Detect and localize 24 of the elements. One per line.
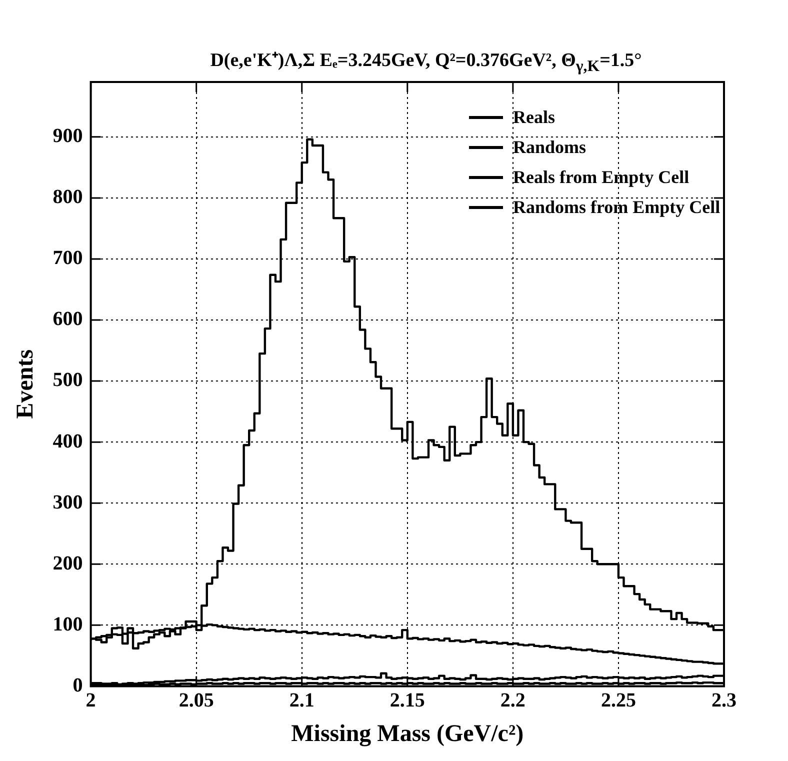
y-tick-label: 800 [52, 186, 83, 208]
x-tick-label: 2.25 [600, 689, 636, 712]
x-tick-label: 2.15 [390, 689, 425, 712]
x-axis-title: Missing Mass (GeV/c²) [291, 720, 524, 747]
y-tick-label: 500 [52, 369, 83, 392]
legend-label: Reals [513, 106, 555, 128]
chart-title: D(e,e'K⁺)Λ,Σ Eₑ=3.245GeV, Q²=0.376GeV², Θ$_{γ,K}$=1.5° [209, 49, 643, 76]
x-tick-label: 2.05 [178, 689, 214, 712]
legend-label: Reals from Empty Cell [513, 166, 690, 188]
y-tick-label: 100 [52, 613, 83, 636]
y-axis-title: Events [12, 349, 39, 419]
legend-label: Randoms [513, 136, 586, 158]
y-tick-label: 400 [52, 430, 83, 452]
y-tick-label: 300 [52, 491, 83, 514]
y-tick-label: 0 [72, 674, 83, 696]
legend-label: Randoms from Empty Cell [513, 196, 720, 218]
x-tick-label: 2.1 [289, 689, 314, 712]
x-tick-label: 2.2 [500, 689, 526, 712]
x-tick-label: 2 [86, 689, 96, 712]
x-tick-label: 2.3 [712, 689, 736, 712]
y-tick-label: 600 [52, 308, 83, 330]
y-tick-label: 700 [52, 247, 83, 270]
y-tick-label: 200 [52, 552, 83, 574]
y-tick-label: 900 [52, 125, 83, 148]
